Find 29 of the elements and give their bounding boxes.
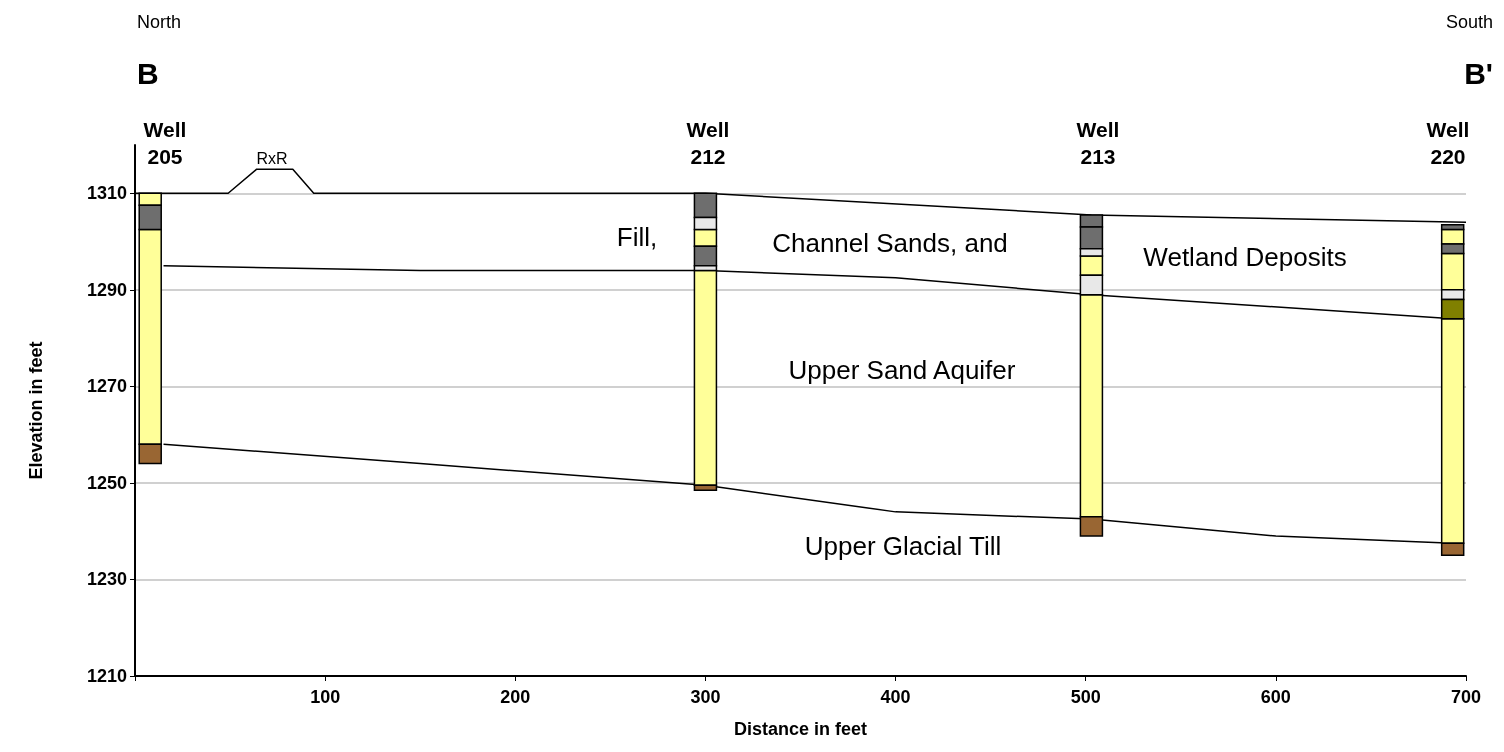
x-tick-label: 100 (310, 687, 341, 707)
y-axis-title: Elevation in feet (26, 341, 46, 480)
y-tick-label: 1250 (86, 472, 127, 493)
y-tick-label: 1290 (86, 279, 127, 300)
y-tick-label: 1270 (86, 376, 127, 397)
annotation: Well 213 (1076, 118, 1120, 168)
x-tick-label: 200 (500, 687, 531, 707)
annotation: Well 205 (143, 118, 187, 168)
x-tick-label: 700 (1450, 687, 1482, 707)
x-axis-title: Distance in feet (733, 719, 868, 739)
annotation: Well 212 (686, 118, 730, 168)
text: B' (1464, 56, 1493, 90)
x-tick-label: 600 (1260, 687, 1291, 707)
y-tick-label: 1210 (86, 666, 127, 686)
annotation: RxR (256, 149, 288, 167)
y-tick-label: 1310 (86, 183, 127, 204)
x-tick-label: 300 (690, 687, 721, 707)
annotation: Wetland Deposits (1143, 242, 1347, 272)
text: South (1445, 12, 1493, 32)
x-tick-label: 500 (1070, 687, 1101, 707)
annotation: Upper Sand Aquifer (788, 355, 1016, 385)
y-tick-label: 1230 (86, 569, 127, 590)
text: B (137, 56, 159, 90)
annotation: Fill, (616, 222, 658, 252)
x-tick-label: 400 (880, 687, 911, 707)
annotation: Well 220 (1426, 118, 1470, 168)
annotation: Channel Sands, and (772, 228, 1008, 258)
annotation: Upper Glacial Till (804, 531, 1002, 561)
text: North (137, 12, 182, 32)
